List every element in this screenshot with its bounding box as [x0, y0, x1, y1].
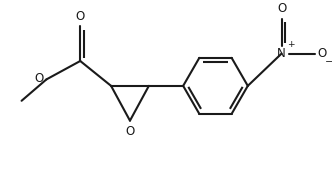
Text: +: + — [287, 40, 295, 49]
Text: N: N — [277, 47, 286, 60]
Text: O: O — [76, 10, 85, 23]
Text: −: − — [324, 57, 332, 67]
Text: O: O — [277, 2, 286, 15]
Text: O: O — [317, 47, 326, 60]
Text: O: O — [125, 125, 134, 138]
Text: O: O — [35, 72, 44, 85]
